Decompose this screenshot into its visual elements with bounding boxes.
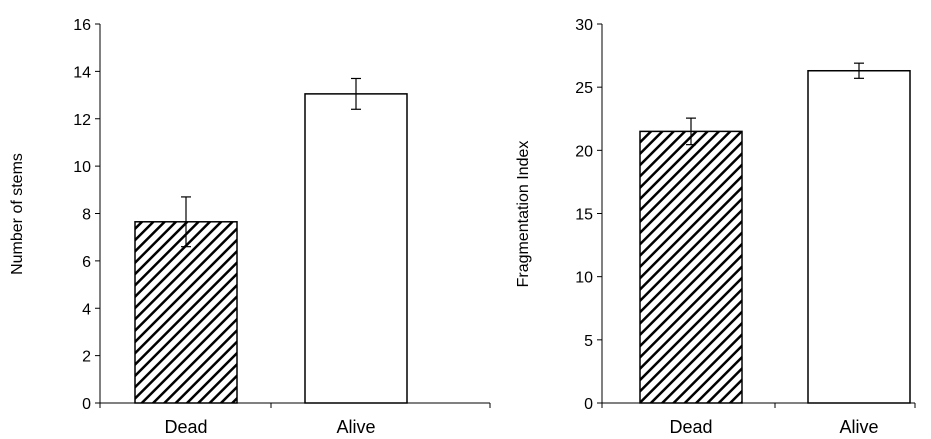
y-tick-label-left: 10: [73, 159, 91, 176]
y-tick-label-right: 0: [584, 396, 593, 413]
chart-left: Number of stems 0 2 4 6 8 10 12 14 16 Dead Alive: [9, 17, 491, 437]
bar-dead-right: [639, 130, 743, 404]
y-axis-title-left: Number of stems: [9, 153, 26, 275]
bar-alive-right: [807, 69, 911, 404]
y-tick-label-right: 10: [575, 270, 593, 287]
y-tick-label-right: 15: [575, 207, 593, 224]
y-tick-label-left: 0: [82, 396, 91, 413]
y-tick-label-left: 14: [73, 64, 91, 81]
y-tick-label-right: 25: [575, 80, 593, 97]
x-category-label-dead-left: Dead: [164, 417, 207, 437]
plot-area-left: 0 2 4 6 8 10 12 14 16 Dead Alive: [73, 17, 491, 437]
y-tick-label-left: 8: [82, 207, 91, 224]
plot-area-right: 0 5 10 15 20 25 30 Dead Alive: [575, 17, 916, 437]
y-tick-label-left: 12: [73, 112, 91, 129]
y-tick-label-right: 20: [575, 143, 593, 160]
y-tick-label-right: 30: [575, 17, 593, 34]
y-tick-label-left: 4: [82, 301, 91, 318]
x-category-label-alive-left: Alive: [336, 417, 375, 437]
y-tick-label-left: 2: [82, 349, 91, 366]
bar-alive-left: [304, 93, 408, 404]
y-tick-label-right: 5: [584, 333, 593, 350]
x-category-label-dead-right: Dead: [669, 417, 712, 437]
y-tick-label-left: 16: [73, 17, 91, 34]
chart-right: Fragmentation Index 0 5 10 15 20 25 30 Dead Aliv…: [515, 17, 916, 437]
y-tick-label-left: 6: [82, 254, 91, 271]
x-category-label-alive-right: Alive: [839, 417, 878, 437]
bar-dead-left: [134, 221, 238, 404]
y-axis-title-right: Fragmentation Index: [515, 141, 532, 288]
